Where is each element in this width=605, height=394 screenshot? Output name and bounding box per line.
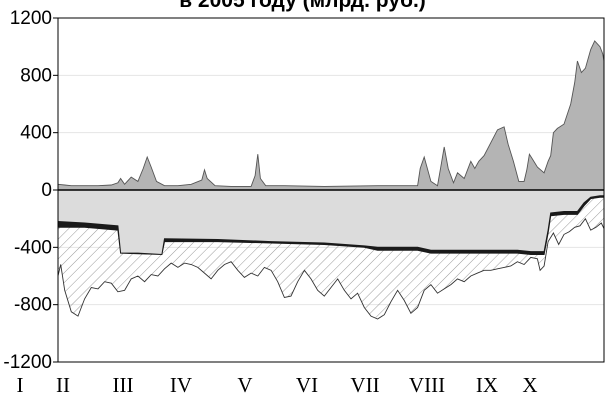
- y-tick-label: 800: [20, 65, 52, 86]
- x-tick-label: II: [56, 373, 70, 394]
- x-tick-label: VIII: [409, 373, 445, 394]
- x-tick-label: III: [113, 373, 134, 394]
- x-tick-label: VII: [350, 373, 379, 394]
- x-tick-label: I: [17, 373, 24, 394]
- x-tick-label: VI: [296, 373, 318, 394]
- axes: [57, 17, 605, 363]
- x-tick-label: X: [522, 373, 537, 394]
- y-tick-label: 400: [20, 123, 52, 144]
- plot-areas: [57, 40, 605, 320]
- y-tick-label: -400: [14, 237, 52, 258]
- y-tick-label: 0: [41, 180, 52, 201]
- x-tick-label: IX: [476, 373, 498, 394]
- y-tick-label: -1200: [3, 352, 52, 373]
- y-tick-label: -800: [14, 295, 52, 316]
- hatched-area-outline: [57, 217, 605, 320]
- y-axis-ticks: 1200 800 400 0 -400 -800 -1200: [3, 8, 58, 373]
- light-band: [58, 190, 604, 255]
- x-tick-label: IV: [170, 373, 192, 394]
- x-tick-label: V: [237, 373, 252, 394]
- y-tick-label: 1200: [10, 8, 52, 29]
- positive-area: [58, 40, 604, 191]
- x-axis-ticks: I II III IV V VI VII VIII IX X: [17, 373, 538, 394]
- positive-area-outline: [57, 40, 605, 187]
- chart-title: в 2005 году (млрд. руб.): [179, 0, 426, 12]
- hatched-area: [58, 197, 604, 319]
